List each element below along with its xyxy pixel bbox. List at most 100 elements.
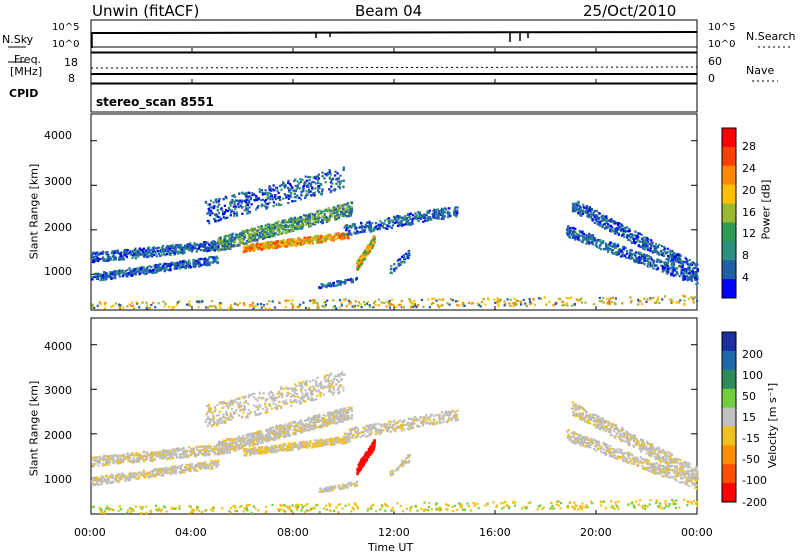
- power-pixel: [179, 251, 183, 254]
- power-pixel: [208, 249, 212, 252]
- velocity-colorbar-swatch: [722, 369, 736, 390]
- power-pixel: [399, 303, 402, 306]
- power-pixel: [313, 191, 316, 194]
- power-pixel: [368, 222, 371, 225]
- power-pixel: [552, 304, 555, 307]
- power-pixel: [617, 225, 620, 229]
- power-pixel: [403, 223, 406, 226]
- power-pixel: [251, 239, 254, 242]
- power-pixel: [249, 239, 252, 242]
- power-pixel: [591, 241, 594, 244]
- power-pixel: [142, 250, 145, 254]
- power-pixel: [249, 198, 253, 201]
- power-pixel: [267, 244, 270, 247]
- power-pixel: [574, 237, 577, 241]
- power-pixel: [177, 264, 180, 267]
- velocity-pixel: [111, 454, 114, 457]
- velocity-pixel: [185, 449, 188, 452]
- power-pixel: [245, 247, 248, 250]
- power-pixel: [118, 275, 121, 278]
- power-pixel: [320, 234, 323, 237]
- power-pixel: [156, 264, 159, 267]
- power-pixel: [586, 234, 589, 237]
- power-pixel: [197, 258, 201, 261]
- power-pixel: [577, 237, 580, 240]
- power-pixel: [249, 304, 252, 307]
- power-pixel: [448, 207, 451, 210]
- power-pixel: [401, 223, 404, 226]
- power-pixel: [105, 277, 108, 280]
- power-pixel: [559, 298, 562, 301]
- power-pixel: [134, 257, 137, 260]
- power-pixel: [311, 187, 314, 190]
- power-pixel: [342, 215, 345, 218]
- power-pixel: [403, 256, 406, 259]
- power-pixel: [153, 264, 156, 267]
- power-pixel: [326, 299, 329, 302]
- power-pixel: [146, 267, 149, 270]
- power-pixel: [427, 211, 431, 214]
- power-pixel: [142, 247, 145, 250]
- power-pixel: [382, 226, 385, 229]
- power-ytick: 2000: [44, 221, 72, 234]
- velocity-pixel: [172, 452, 175, 455]
- power-pixel: [328, 282, 331, 285]
- power-pixel: [675, 270, 678, 274]
- power-pixel: [690, 296, 693, 299]
- power-pixel: [163, 267, 166, 270]
- power-pixel: [365, 221, 368, 224]
- power-pixel: [334, 170, 337, 173]
- power-pixel: [263, 247, 266, 250]
- power-pixel: [165, 247, 168, 250]
- power-pixel: [593, 240, 596, 243]
- power-pixel: [439, 211, 442, 214]
- power-pixel: [268, 235, 271, 238]
- power-pixel: [206, 241, 209, 244]
- power-pixel: [433, 208, 436, 211]
- power-pixel: [290, 230, 293, 233]
- power-pixel: [98, 273, 101, 276]
- power-pixel: [239, 199, 242, 202]
- power-pixel: [692, 271, 695, 275]
- velocity-pixel: [176, 448, 179, 451]
- power-pixel: [687, 297, 690, 300]
- power-pixel: [378, 225, 381, 228]
- power-pixel: [596, 223, 599, 226]
- power-pixel: [289, 184, 292, 187]
- power-pixel: [287, 201, 290, 205]
- power-pixel: [234, 200, 237, 203]
- power-pixel: [346, 278, 350, 281]
- power-pixel: [104, 301, 107, 304]
- power-pixel: [135, 250, 138, 253]
- power-pixel: [252, 307, 255, 311]
- power-pixel: [554, 302, 558, 305]
- power-pixel: [278, 242, 281, 245]
- power-pixel: [103, 275, 106, 278]
- velocity-pixel: [204, 450, 208, 453]
- velocity-pixel: [119, 461, 122, 465]
- power-pixel: [114, 249, 117, 252]
- velocity-colorbar-swatch: [722, 407, 736, 427]
- velocity-pixel: [162, 450, 165, 453]
- power-pixel: [230, 201, 233, 204]
- power-pixel: [405, 252, 408, 255]
- power-pixel: [336, 177, 339, 180]
- power-pixel: [315, 241, 319, 244]
- power-pixel: [399, 258, 402, 261]
- power-pixel: [246, 212, 249, 215]
- power-pixel: [242, 231, 245, 234]
- power-pixel: [332, 236, 335, 239]
- power-pixel: [255, 199, 259, 202]
- power-pixel: [635, 256, 638, 259]
- power-pixel: [600, 248, 603, 251]
- power-pixel: [256, 206, 259, 209]
- power-pixel: [676, 256, 679, 259]
- velocity-pixel: [168, 449, 172, 452]
- velocity-pixel: [117, 456, 120, 459]
- power-pixel: [245, 194, 248, 197]
- power-pixel: [318, 187, 321, 190]
- power-pixel: [692, 262, 695, 265]
- power-pixel: [441, 214, 444, 218]
- velocity-cb-tick: -200: [742, 496, 767, 509]
- power-pixel: [461, 302, 464, 305]
